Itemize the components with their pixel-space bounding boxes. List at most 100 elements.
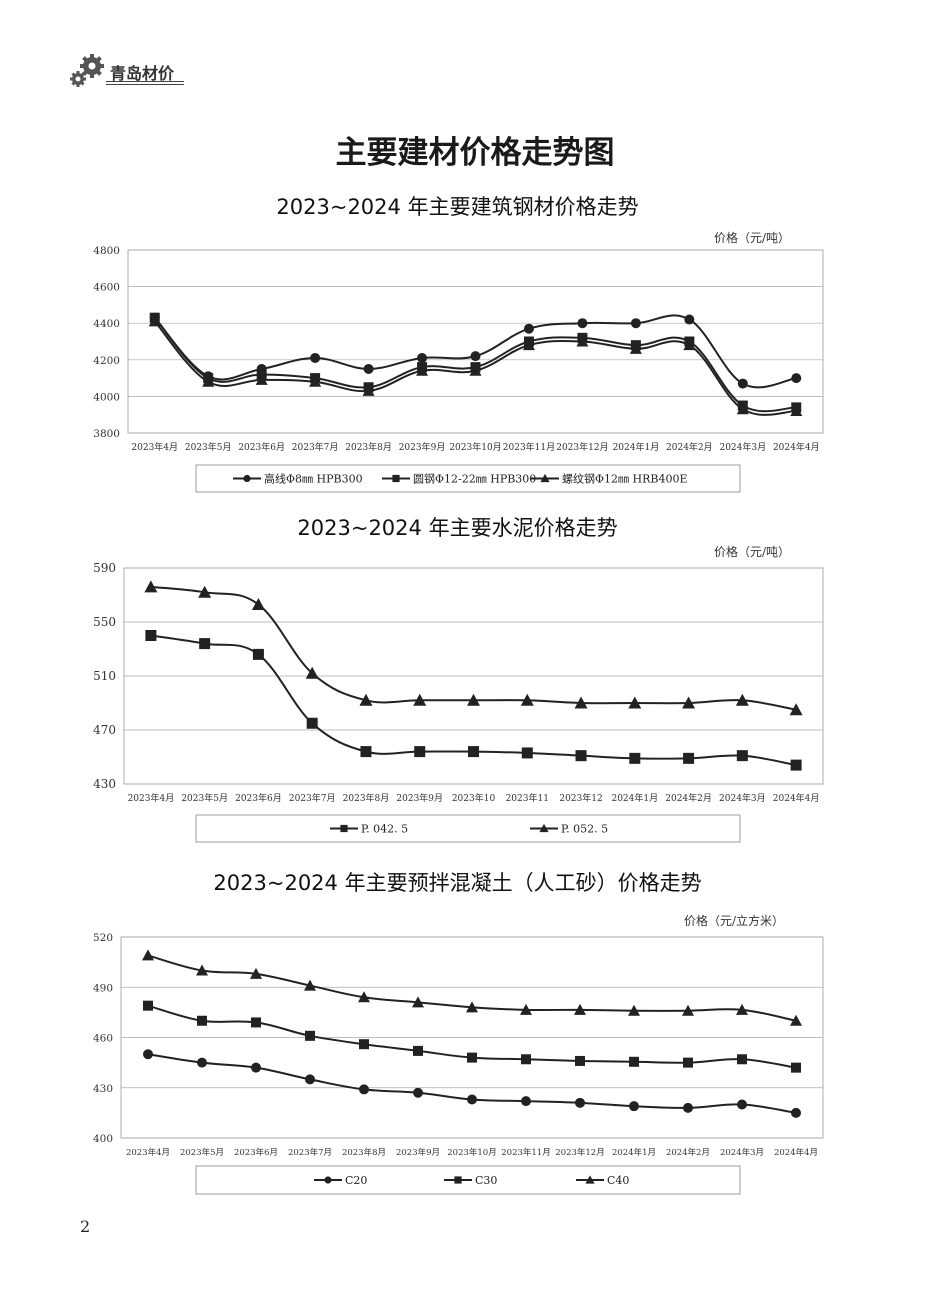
x-tick-label: 2024年4月: [773, 792, 820, 804]
x-tick-label: 2023年7月: [289, 792, 336, 804]
data-point: [359, 1084, 369, 1095]
x-tick-label: 2023年4月: [128, 792, 175, 804]
data-point: [413, 1045, 423, 1056]
data-point: [142, 949, 154, 961]
legend-marker: [539, 823, 549, 833]
x-tick-label: 2023年10月: [447, 1147, 496, 1158]
data-point: [469, 364, 482, 376]
series-2: [143, 1000, 801, 1073]
data-point: [252, 648, 264, 660]
data-point: [304, 979, 316, 991]
data-point: [250, 967, 262, 979]
data-point: [310, 352, 321, 363]
legend-item: C20: [314, 1174, 367, 1187]
legend-marker: [324, 1176, 332, 1184]
legend-label: C30: [475, 1174, 497, 1187]
chart-title-steel: 2023~2024 年主要建筑钢材价格走势: [276, 195, 639, 219]
data-point: [520, 693, 534, 706]
y-tick-label: 430: [93, 777, 116, 791]
x-tick-label: 2023年9月: [396, 1147, 440, 1158]
data-point: [521, 1054, 531, 1065]
data-point: [737, 1054, 747, 1065]
cement-price-chart: 430 470 510 550 590 2023年4月 2023年5月 2023年6月 2023…: [93, 561, 824, 843]
y-tick-label: 470: [93, 723, 116, 737]
data-point: [737, 1099, 747, 1110]
legend-marker: [585, 1175, 595, 1184]
data-point: [143, 1049, 153, 1060]
legend-label: 高线Φ8㎜ HPB300: [264, 472, 363, 486]
plot-area: [127, 249, 824, 434]
legend-marker: [340, 824, 348, 833]
y-tick-label: 4000: [93, 391, 120, 403]
data-point: [735, 693, 749, 706]
data-point: [790, 759, 802, 771]
data-point: [148, 315, 161, 327]
data-point: [683, 339, 696, 351]
data-point: [577, 318, 588, 329]
data-point: [467, 693, 480, 706]
data-point: [143, 1000, 153, 1011]
data-point: [791, 1107, 801, 1118]
x-tick-label: 2023年11月: [503, 441, 555, 453]
data-point: [575, 750, 587, 762]
data-point: [629, 342, 642, 354]
x-tick-label: 2023年6月: [238, 441, 285, 453]
data-point: [413, 1087, 423, 1098]
y-tick-label: 490: [93, 982, 113, 994]
data-point: [144, 580, 158, 593]
page-header: 青岛材价: [66, 52, 186, 90]
chart-unit-concrete: 价格（元/立方米）: [684, 914, 785, 928]
legend-label: 螺纹钢Φ12㎜ HRB400E: [562, 472, 688, 486]
page-number: 2: [80, 1217, 91, 1236]
x-tick-label: 2024年1月: [613, 441, 660, 453]
y-tick-label: 520: [93, 932, 113, 944]
legend-box: [195, 464, 741, 493]
chart-title-cement: 2023~2024 年主要水泥价格走势: [297, 516, 618, 540]
y-tick-label: 4200: [93, 355, 120, 367]
x-tick-label: 2023年9月: [399, 441, 446, 453]
x-tick-label: 2023年12月: [555, 1147, 604, 1158]
x-tick-label: 2023年8月: [342, 1147, 386, 1158]
y-tick-label: 400: [93, 1133, 113, 1145]
y-tick-label: 4800: [93, 245, 120, 257]
legend-label: 圆钢Φ12-22㎜ HPB300: [413, 473, 536, 486]
legend-item: C40: [576, 1174, 629, 1187]
data-point: [412, 996, 424, 1008]
x-tick-label: 2023年12: [559, 792, 602, 804]
data-point: [359, 693, 373, 706]
data-point: [790, 1014, 802, 1026]
data-point: [790, 405, 803, 417]
x-tick-label: 2023年7月: [288, 1147, 332, 1158]
x-tick-label: 2023年11: [506, 792, 549, 804]
legend-item: P. 042. 5: [330, 823, 408, 836]
data-point: [575, 1097, 585, 1108]
x-tick-label: 2024年3月: [720, 1147, 764, 1158]
data-point: [736, 750, 748, 762]
data-point: [363, 363, 374, 374]
y-tick-label: 3800: [93, 428, 120, 440]
y-tick-label: 550: [93, 615, 116, 629]
legend-label: C20: [345, 1174, 367, 1187]
data-point: [682, 1004, 694, 1016]
legend-item: C30: [444, 1174, 497, 1187]
x-tick-label: 2024年1月: [611, 792, 658, 804]
data-point: [574, 696, 588, 709]
series-1: [145, 630, 802, 771]
data-point: [737, 378, 748, 389]
x-tick-label: 2024年2月: [666, 441, 713, 453]
data-point: [251, 1062, 261, 1073]
data-point: [251, 1017, 261, 1028]
data-point: [145, 630, 157, 641]
data-point: [359, 1039, 369, 1050]
data-point: [468, 746, 479, 758]
data-point: [362, 384, 375, 396]
x-tick-label: 2023年10: [452, 792, 496, 804]
x-tick-label: 2024年2月: [666, 1147, 710, 1158]
x-tick-label: 2023年8月: [345, 441, 392, 453]
data-point: [198, 585, 212, 598]
data-point: [414, 746, 426, 758]
legend-marker: [454, 1176, 462, 1184]
x-tick-label: 2023年5月: [185, 441, 232, 453]
legend-item: P. 052. 5: [530, 823, 608, 836]
legend-marker: [392, 474, 400, 483]
